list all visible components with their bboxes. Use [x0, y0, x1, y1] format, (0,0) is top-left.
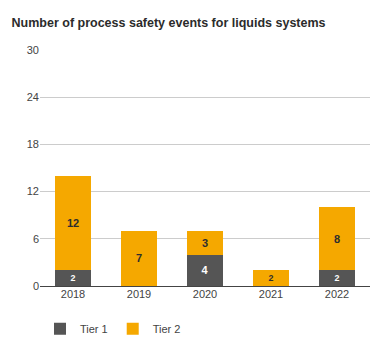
svg-text:3: 3: [202, 237, 208, 249]
svg-text:2018: 2018: [61, 288, 85, 300]
svg-text:Number of process safety event: Number of process safety events for liqu…: [12, 16, 326, 30]
svg-text:Tier 1: Tier 1: [80, 323, 108, 335]
svg-text:24: 24: [27, 91, 39, 103]
svg-text:2020: 2020: [193, 288, 217, 300]
svg-text:30: 30: [27, 44, 39, 56]
svg-text:2021: 2021: [259, 288, 283, 300]
svg-text:2019: 2019: [127, 288, 151, 300]
svg-text:Tier 2: Tier 2: [153, 323, 181, 335]
svg-text:7: 7: [136, 252, 142, 264]
svg-text:2: 2: [71, 273, 76, 283]
svg-text:12: 12: [27, 185, 39, 197]
svg-text:6: 6: [33, 233, 39, 245]
svg-text:18: 18: [27, 138, 39, 150]
svg-text:4: 4: [202, 264, 209, 276]
svg-text:12: 12: [67, 217, 79, 229]
svg-text:2022: 2022: [325, 288, 349, 300]
svg-text:2: 2: [269, 273, 274, 283]
svg-text:8: 8: [334, 233, 340, 245]
svg-text:2: 2: [335, 273, 340, 283]
svg-text:0: 0: [33, 280, 39, 292]
